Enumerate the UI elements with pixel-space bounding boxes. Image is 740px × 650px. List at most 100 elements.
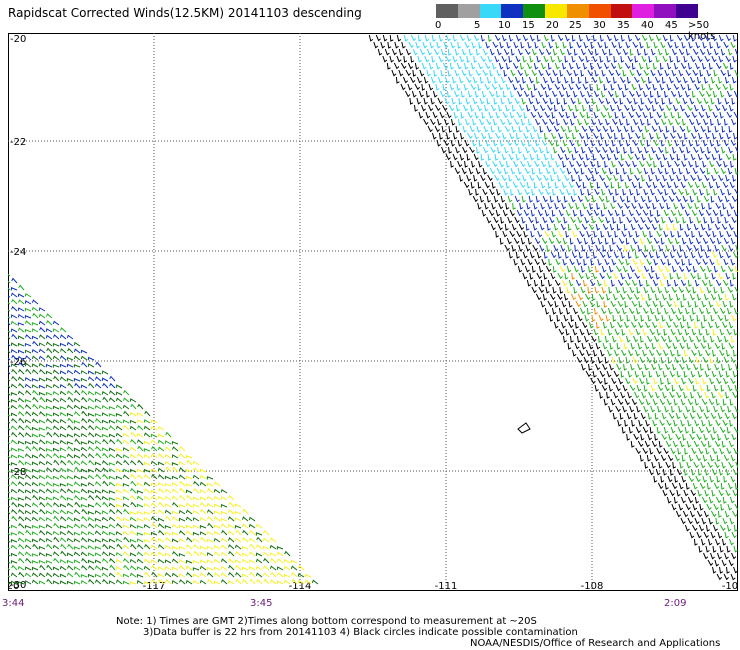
wind-barb xyxy=(241,566,249,571)
wind-barb xyxy=(517,69,523,77)
wind-barb xyxy=(644,321,651,329)
wind-barb xyxy=(692,503,698,511)
wind-barb xyxy=(94,523,102,529)
wind-barb xyxy=(186,494,193,501)
wind-barb xyxy=(703,552,709,560)
wind-barb xyxy=(150,495,158,501)
wind-barb xyxy=(527,139,532,147)
wind-barb xyxy=(689,76,696,84)
wind-barb xyxy=(691,209,698,217)
wind-barb xyxy=(608,265,614,273)
wind-barb xyxy=(81,557,88,564)
wind-barb xyxy=(700,538,706,546)
wind-barb xyxy=(67,543,74,550)
wind-barb xyxy=(269,552,277,557)
wind-barb xyxy=(607,307,613,315)
wind-barb xyxy=(554,62,560,70)
wind-barb xyxy=(108,490,116,494)
wind-barb xyxy=(580,286,586,294)
wind-barb xyxy=(199,559,207,564)
wind-barb xyxy=(66,441,74,445)
wind-barb xyxy=(659,279,665,287)
wind-barb xyxy=(638,300,643,308)
wind-barb xyxy=(193,467,200,473)
wind-barb xyxy=(227,516,235,522)
wind-barb xyxy=(24,383,32,389)
wind-barb xyxy=(206,566,214,571)
wind-barb xyxy=(459,174,464,182)
wind-barb xyxy=(453,132,458,140)
wind-barb xyxy=(157,425,165,431)
wind-barb xyxy=(593,349,598,357)
wind-barb xyxy=(647,97,653,105)
wind-barb xyxy=(17,488,25,494)
wind-barb xyxy=(615,405,621,413)
wind-barb xyxy=(662,272,668,280)
wind-barb xyxy=(613,153,619,161)
wind-barb xyxy=(199,579,207,585)
wind-barb xyxy=(579,328,585,336)
wind-barb xyxy=(715,496,722,504)
wind-barb xyxy=(480,153,485,161)
wind-barb xyxy=(663,349,669,357)
wind-barb xyxy=(547,279,553,287)
wind-barb xyxy=(719,328,725,336)
wind-barb xyxy=(719,524,726,532)
wind-barb xyxy=(510,167,516,175)
wind-barb xyxy=(17,335,25,340)
wind-barb xyxy=(24,461,32,466)
wind-barb xyxy=(538,167,543,175)
wind-barb xyxy=(731,118,737,126)
wind-barb xyxy=(31,481,39,487)
wind-barb xyxy=(714,440,721,448)
wind-barb xyxy=(255,572,263,578)
wind-barb xyxy=(591,195,597,203)
wind-barb xyxy=(433,69,438,77)
wind-barb xyxy=(454,167,460,175)
wind-barb xyxy=(24,516,32,522)
wind-barb xyxy=(25,557,32,564)
wind-barb xyxy=(598,216,604,224)
wind-barb xyxy=(610,202,616,210)
wind-barb xyxy=(136,551,144,557)
wind-barb xyxy=(614,132,618,140)
wind-barb xyxy=(635,209,642,217)
wind-barb xyxy=(38,384,46,389)
wind-barb xyxy=(690,272,696,280)
lon-tick-label: -120 xyxy=(8,581,19,591)
wind-barb xyxy=(179,494,186,501)
wind-barb xyxy=(435,62,441,70)
wind-barb xyxy=(499,41,504,49)
wind-barb xyxy=(94,530,102,536)
wind-barb xyxy=(640,433,645,441)
wind-barb xyxy=(713,286,718,294)
wind-barb xyxy=(465,76,472,84)
wind-barb xyxy=(130,494,137,501)
wind-barb xyxy=(684,524,690,532)
wind-barb xyxy=(136,503,144,508)
wind-barb xyxy=(483,104,489,112)
wind-barb xyxy=(18,459,25,466)
wind-barb xyxy=(609,321,615,329)
wind-barb xyxy=(561,279,568,287)
wind-barb xyxy=(88,578,95,585)
wind-barb xyxy=(109,509,116,515)
wind-barb xyxy=(467,132,473,140)
wind-barb xyxy=(10,532,18,536)
wind-barb xyxy=(633,216,639,224)
wind-barb xyxy=(573,167,579,175)
wind-barb xyxy=(661,97,666,105)
wind-barb xyxy=(87,531,95,536)
wind-barb xyxy=(545,167,551,175)
legend-tick-label: 25 xyxy=(569,20,582,31)
wind-barb xyxy=(724,293,729,301)
wind-barb xyxy=(717,433,722,441)
wind-barb xyxy=(453,111,459,119)
wind-barb xyxy=(644,342,650,350)
wind-barb xyxy=(716,118,722,126)
wind-barb xyxy=(651,104,657,112)
wind-barb xyxy=(171,441,179,445)
wind-barb xyxy=(18,417,25,424)
wind-barb xyxy=(668,97,673,105)
wind-barb xyxy=(157,482,165,487)
